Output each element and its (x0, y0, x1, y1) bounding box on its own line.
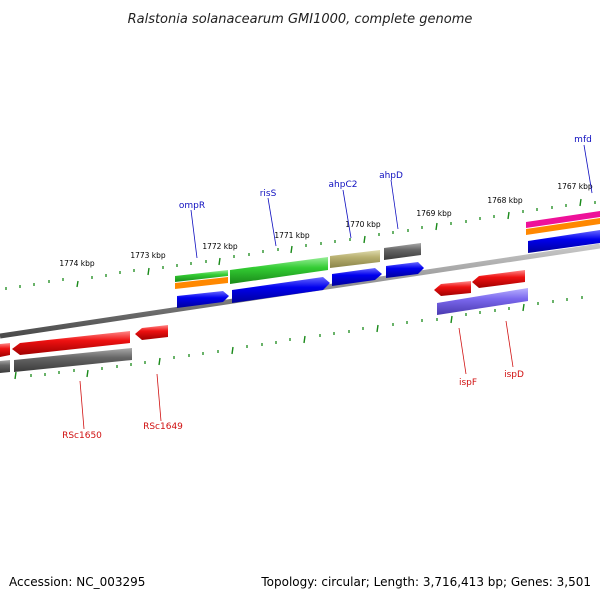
tick-1767 (579, 198, 582, 207)
kbp-label-1774: 1774 kbp (59, 259, 95, 268)
kbp-label-1767: 1767 kbp (557, 182, 593, 191)
tick-bottom-major-5 (303, 335, 306, 344)
ompR-orange-bar (175, 277, 228, 289)
ispD-red-arrow (472, 270, 525, 288)
risS-leader (267, 197, 277, 247)
ispF-leader (458, 327, 467, 375)
tick-bottom-major-4 (231, 346, 234, 355)
tick-bottom-major-1 (14, 371, 17, 380)
gene-label-RSc1650: RSc1650 (62, 431, 102, 441)
bottom-strand-features (0, 270, 528, 373)
ispD-leader (505, 320, 514, 368)
tick-bottom-major-2 (86, 369, 89, 378)
tick-bottom-major-7 (450, 315, 453, 324)
tick-1770 (363, 235, 366, 244)
ompR-green-bar (175, 270, 228, 282)
ahpD-leader (390, 179, 399, 230)
risS-green-bar (230, 257, 328, 284)
ompR-cds-arrow (177, 291, 229, 308)
gene-label-ispD: ispD (504, 370, 524, 380)
kbp-label-1769: 1769 kbp (416, 209, 452, 218)
RSc1650-red-arrow (12, 331, 130, 355)
bottom-tick-row (14, 296, 583, 380)
ahpC2-cds-arrow (332, 268, 382, 286)
top-tick-row (5, 198, 596, 290)
ahpD-cds-arrow (386, 262, 424, 278)
gene-label-mfd: mfd (574, 135, 592, 145)
kbp-label-1768: 1768 kbp (487, 196, 523, 205)
mfd-cds-arrow (528, 230, 600, 253)
gene-label-ispF: ispF (459, 378, 477, 388)
mfd-magenta-bar (526, 211, 600, 228)
RSc1650-gray-cds (14, 348, 132, 372)
tick-bottom-major-3 (158, 357, 161, 366)
accession-text: Accession: NC_003295 (9, 575, 145, 589)
kbp-label-1772: 1772 kbp (202, 242, 238, 251)
mfd-leader (583, 144, 593, 194)
gene-label-risS: risS (260, 189, 277, 199)
risS-cds-arrow (232, 277, 330, 303)
ispF-ispD-purple-bar (437, 288, 528, 315)
tick-1774 (76, 280, 79, 288)
ispF-red-arrow (434, 281, 471, 296)
left-red-gene-edge (0, 343, 10, 357)
RSc1649-leader (156, 373, 162, 422)
ompR-leader (190, 209, 198, 259)
gene-leader-lines (79, 144, 593, 430)
ahpC2-leader (342, 189, 352, 239)
tick-1772 (218, 257, 221, 266)
gene-label-RSc1649: RSc1649 (143, 422, 183, 432)
gene-label-ahpC2: ahpC2 (329, 180, 358, 190)
RSc1650-leader (79, 380, 85, 430)
tick-bottom-major-8 (522, 303, 525, 312)
ahpD-gray-bar (384, 243, 421, 260)
tick-1769 (435, 222, 438, 231)
mfd-orange-bar (526, 218, 600, 235)
ahpC2-olive-bar (330, 250, 380, 268)
tick-1773 (147, 267, 150, 276)
left-gray-cds-edge (0, 360, 10, 373)
kbp-label-1773: 1773 kbp (130, 251, 166, 260)
kbp-label-1770: 1770 kbp (345, 220, 381, 229)
top-minor-ticks (5, 201, 596, 290)
bottom-minor-ticks (30, 296, 583, 377)
tick-bottom-major-6 (376, 324, 379, 333)
RSc1649-red-arrow (135, 325, 168, 340)
gene-label-ompR: ompR (179, 201, 205, 211)
tick-1771 (290, 245, 293, 254)
kbp-label-1771: 1771 kbp (274, 231, 310, 240)
tick-1768 (507, 211, 510, 220)
topology-text: Topology: circular; Length: 3,716,413 bp… (260, 575, 591, 589)
top-strand-features (175, 211, 600, 308)
page-title: Ralstonia solanacearum GMI1000, complete… (128, 12, 473, 27)
gene-label-ahpD: ahpD (379, 171, 403, 181)
